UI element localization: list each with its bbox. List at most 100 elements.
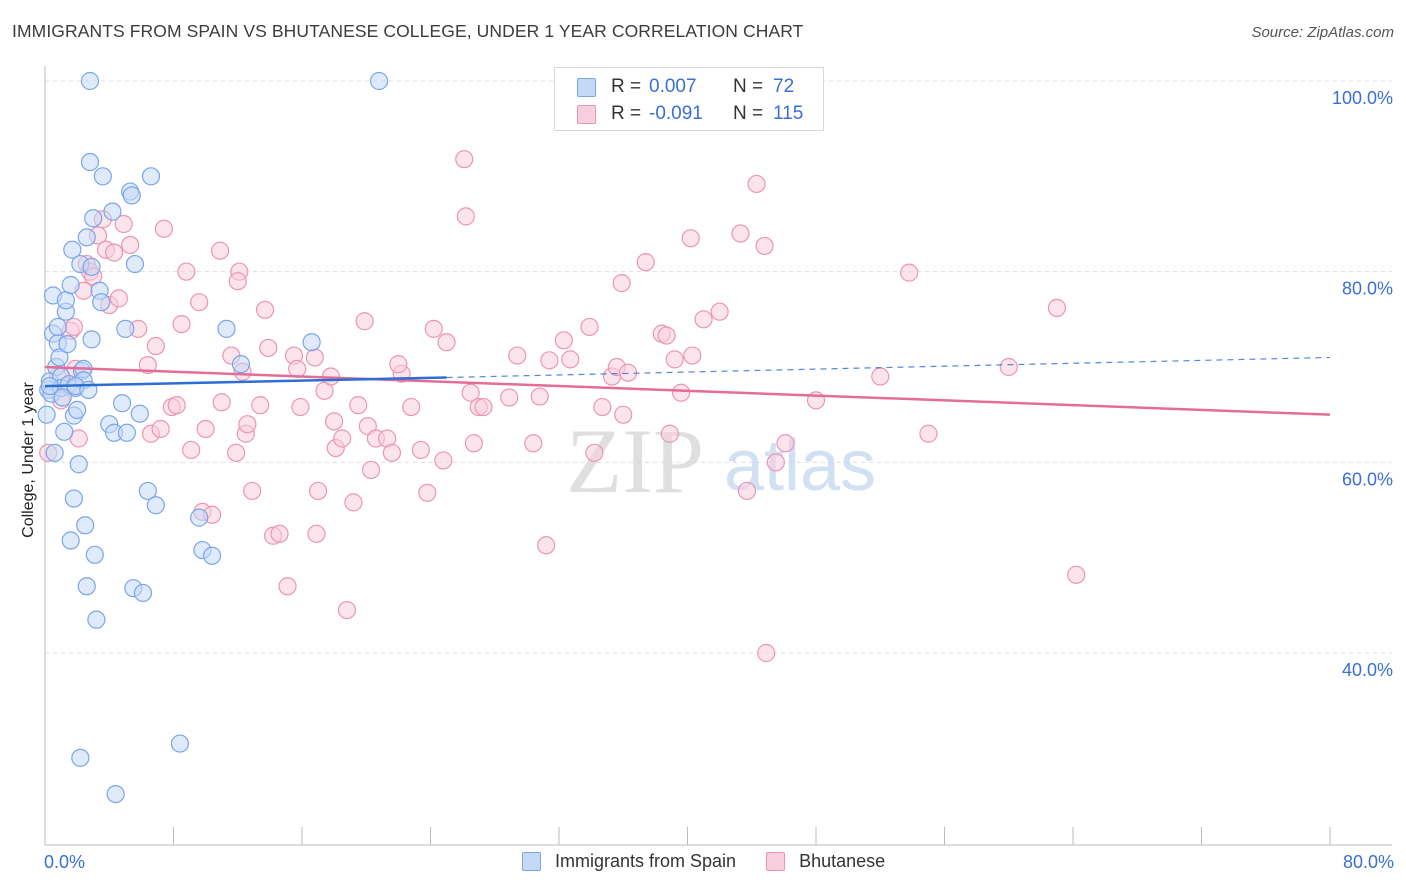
bhutanese-point — [333, 429, 352, 448]
bhutanese-point — [1067, 565, 1086, 584]
legend-item-spain[interactable]: Immigrants from Spain — [522, 851, 736, 872]
spain-point — [69, 455, 88, 474]
spain-point — [190, 508, 209, 527]
bhutanese-point — [138, 355, 157, 375]
bhutanese-point — [243, 481, 262, 501]
spain-point — [61, 531, 80, 550]
legend-r-value: 0.007 — [649, 76, 697, 97]
axes — [44, 66, 1392, 846]
spain-point — [82, 330, 101, 349]
bhutanese-point — [196, 419, 215, 439]
spain-points — [37, 71, 389, 804]
legend-label-spain: Immigrants from Spain — [555, 851, 737, 871]
bhutanese-point — [389, 355, 408, 374]
spain-point — [103, 202, 122, 221]
bhutanese-point — [871, 367, 890, 386]
bhutanese-point — [355, 312, 374, 331]
bhutanese-point — [580, 317, 599, 337]
spain-point — [85, 545, 104, 564]
spain-point — [48, 317, 67, 337]
spain-point — [58, 335, 77, 354]
bhutanese-point — [402, 397, 421, 417]
bhutanese-point — [308, 481, 328, 501]
bhutanese-point — [561, 350, 580, 369]
bhutanese-point — [227, 443, 246, 462]
legend-n-label: N = — [733, 103, 764, 124]
spain-point — [87, 610, 106, 629]
bhutanese-point — [167, 396, 186, 415]
x-axis-min-label: 0.0% — [44, 852, 86, 872]
bhutanese-point — [291, 397, 310, 417]
spain-point — [141, 167, 161, 186]
legend-n-value: 72 — [773, 76, 795, 97]
bhutanese-point — [305, 348, 324, 367]
bhutanese-point — [593, 397, 612, 417]
bhutanese-point — [612, 274, 631, 293]
bhutanese-point — [530, 387, 549, 406]
spain-point — [125, 254, 145, 274]
spain-point — [71, 748, 90, 767]
bhutanese-point — [683, 346, 702, 365]
bhutanese-point — [307, 524, 326, 543]
chart-title: IMMIGRANTS FROM SPAIN VS BHUTANESE COLLE… — [12, 21, 804, 41]
spain-point — [82, 257, 101, 276]
legend-item-bhutanese[interactable]: Bhutanese — [766, 851, 885, 872]
spain-point — [61, 275, 80, 295]
bhutanese-point — [671, 383, 691, 402]
legend-row-bhutanese: R = -0.091 N = 115 — [577, 102, 803, 126]
bhutanese-point — [190, 293, 209, 312]
bhutanese-point — [182, 440, 201, 460]
bhutanese-point — [278, 577, 297, 596]
spain-point — [170, 734, 190, 753]
bhutanese-point — [64, 317, 84, 337]
series-legend: Immigrants from Spain Bhutanese — [522, 851, 915, 872]
bhutanese-point — [259, 338, 278, 358]
bhutanese-point — [361, 460, 381, 480]
bhutanese-point — [325, 412, 344, 431]
spain-point — [50, 348, 69, 367]
bhutanese-point — [146, 336, 165, 356]
legend-n-value: 115 — [773, 103, 804, 124]
x-axis-max-label: 80.0% — [1342, 852, 1394, 872]
bhutanese-point — [251, 396, 270, 415]
spain-point — [133, 583, 153, 603]
spain-point — [146, 496, 165, 515]
bhutanese-point — [766, 453, 785, 472]
y-tick-label: 40.0% — [1342, 660, 1393, 680]
spain-point — [80, 152, 100, 172]
spain-point — [217, 319, 236, 338]
spain-point — [122, 186, 141, 205]
spain-point — [80, 71, 100, 91]
bhutanese-point — [1047, 298, 1067, 317]
bhutanese-point — [776, 434, 795, 453]
spain-point — [231, 355, 251, 374]
bhutanese-point — [474, 397, 493, 417]
bhutanese-point — [636, 253, 655, 272]
spain-point — [106, 784, 125, 804]
legend-n-label: N = — [733, 76, 764, 97]
bhutanese-point — [694, 310, 713, 329]
bhutanese-point — [270, 524, 289, 543]
spain-point — [45, 443, 64, 462]
spain-trend-extension — [446, 356, 1331, 379]
spain-trend-line — [44, 376, 447, 388]
legend-swatch-bhutanese — [577, 104, 596, 124]
spain-point — [117, 423, 137, 442]
bhutanese-points — [39, 150, 1086, 663]
bhutanese-point — [177, 262, 196, 281]
spain-point — [68, 400, 87, 419]
bhutanese-point — [151, 419, 170, 439]
bhutanese-point — [540, 351, 559, 370]
bhutanese-point — [464, 434, 483, 453]
legend-label-bhutanese: Bhutanese — [799, 851, 886, 871]
watermark: ZIP atlas — [566, 410, 876, 512]
bhutanese-point — [660, 424, 679, 443]
legend-r-label: R = — [611, 76, 642, 97]
bhutanese-point — [585, 443, 604, 462]
bhutanese-trend-line — [44, 365, 1331, 416]
bhutanese-point — [154, 219, 173, 238]
watermark-zip: ZIP — [566, 410, 704, 512]
spain-point — [92, 293, 111, 312]
bhutanese-point — [900, 263, 919, 282]
